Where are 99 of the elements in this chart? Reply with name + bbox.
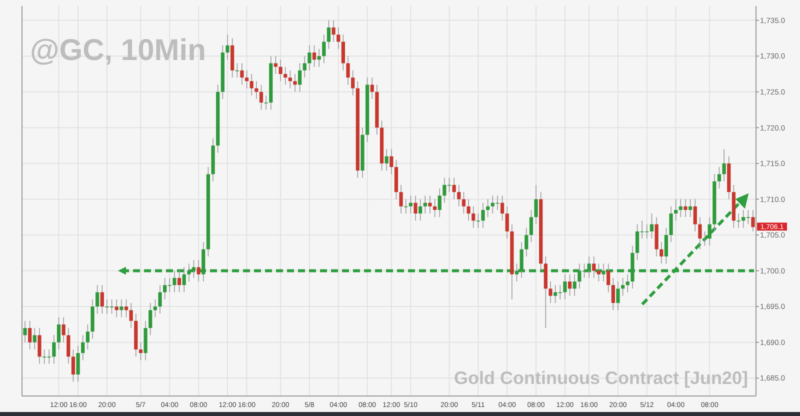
candlestick bbox=[669, 206, 673, 243]
candlestick bbox=[717, 166, 722, 189]
candlestick bbox=[626, 274, 630, 293]
candlestick bbox=[678, 198, 682, 218]
candlestick bbox=[76, 346, 80, 382]
text: Gold Continuous Contract [Jun20] bbox=[454, 368, 748, 388]
candlestick bbox=[568, 274, 572, 296]
candlestick bbox=[96, 284, 100, 314]
candlestick bbox=[71, 349, 76, 382]
candlestick bbox=[336, 27, 340, 50]
candlestick bbox=[399, 184, 403, 214]
candlestick bbox=[351, 70, 355, 96]
candlestick bbox=[592, 256, 596, 278]
candlestick bbox=[177, 270, 182, 293]
candlestick bbox=[500, 195, 504, 222]
candlestick bbox=[423, 195, 427, 214]
candlestick bbox=[698, 216, 702, 250]
candlestick bbox=[153, 298, 157, 318]
candlestick bbox=[32, 328, 36, 350]
candlestick bbox=[390, 148, 394, 175]
candlestick bbox=[244, 70, 249, 89]
candlestick bbox=[650, 213, 654, 239]
candlestick bbox=[196, 260, 200, 282]
candlestick bbox=[722, 148, 726, 182]
candlestick bbox=[529, 210, 534, 243]
candlestick bbox=[240, 62, 244, 86]
candlestick bbox=[481, 202, 485, 228]
candlestick bbox=[432, 198, 437, 218]
candlestick bbox=[86, 324, 90, 350]
candlestick bbox=[259, 84, 264, 110]
candlestick bbox=[148, 302, 152, 336]
candlestick bbox=[457, 184, 461, 207]
candlestick bbox=[288, 70, 292, 89]
candlestick bbox=[611, 278, 615, 311]
candlestick bbox=[346, 56, 350, 86]
text: @GC, 10Min bbox=[30, 34, 206, 67]
candlestick bbox=[81, 334, 85, 361]
candlestick bbox=[684, 198, 688, 218]
candlestick bbox=[548, 281, 552, 304]
candlestick bbox=[38, 328, 42, 364]
candlestick bbox=[505, 206, 509, 239]
candlestick bbox=[308, 44, 312, 71]
candlestick bbox=[114, 298, 118, 318]
candlestick bbox=[254, 80, 258, 100]
candlestick bbox=[158, 284, 162, 314]
candlestick bbox=[312, 44, 316, 68]
candlestick bbox=[452, 177, 456, 200]
candlestick bbox=[408, 195, 413, 214]
candlestick bbox=[293, 74, 297, 92]
candlestick bbox=[736, 213, 740, 228]
candlestick bbox=[124, 298, 128, 318]
candlestick bbox=[326, 20, 331, 50]
candlestick bbox=[621, 278, 625, 296]
candlestick bbox=[226, 34, 230, 60]
candlestick bbox=[462, 192, 466, 214]
candlestick bbox=[322, 34, 326, 64]
candlestick bbox=[284, 66, 288, 86]
candlestick bbox=[418, 198, 422, 222]
candlestick bbox=[708, 216, 712, 246]
candlestick bbox=[664, 227, 668, 264]
candlestick bbox=[66, 328, 70, 364]
candlestick bbox=[472, 206, 476, 228]
candlestick bbox=[28, 320, 32, 350]
candlestick bbox=[606, 263, 610, 293]
candlestick bbox=[428, 195, 432, 214]
candlestick bbox=[438, 188, 442, 218]
candlestick bbox=[302, 56, 306, 78]
candlestick bbox=[486, 198, 490, 218]
candlestick bbox=[56, 316, 61, 350]
candlestick bbox=[264, 95, 268, 110]
candlestick bbox=[370, 77, 374, 100]
candlestick bbox=[332, 20, 336, 42]
candlestick bbox=[250, 74, 254, 96]
candlestick bbox=[524, 227, 528, 257]
candlestick bbox=[476, 213, 480, 228]
candlestick bbox=[100, 284, 104, 314]
candlestick bbox=[596, 263, 601, 282]
candlestick bbox=[317, 48, 321, 68]
candlestick bbox=[138, 342, 143, 361]
candlestick bbox=[414, 195, 418, 222]
candlestick bbox=[466, 198, 470, 222]
candlestick bbox=[129, 302, 133, 328]
candlestick bbox=[563, 274, 567, 300]
candlestick bbox=[534, 184, 538, 225]
candlestick bbox=[298, 62, 302, 92]
candlestick bbox=[341, 34, 346, 71]
candlestick bbox=[572, 274, 576, 296]
candlestick bbox=[384, 148, 388, 171]
candlestick bbox=[702, 231, 707, 246]
candlestick bbox=[693, 198, 697, 232]
candlestick bbox=[274, 56, 278, 74]
candlestick bbox=[62, 316, 66, 343]
candlestick bbox=[616, 281, 620, 311]
candlestick bbox=[674, 198, 678, 222]
candlestick bbox=[278, 59, 282, 82]
candlestick bbox=[52, 334, 56, 364]
candlestick bbox=[660, 242, 664, 264]
candlestick bbox=[120, 298, 124, 318]
candlestick bbox=[688, 198, 692, 218]
